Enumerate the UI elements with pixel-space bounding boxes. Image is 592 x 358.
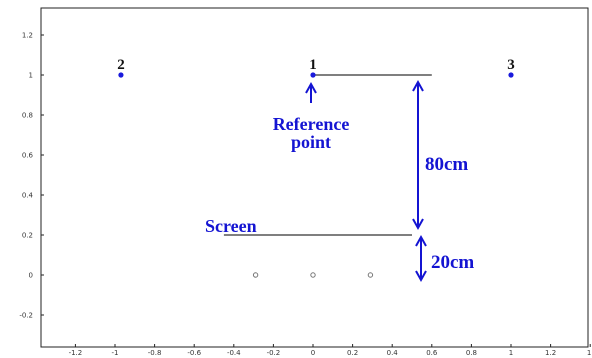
y-tick-label: 0.6 [22,152,34,160]
y-tick-label: 0.4 [22,192,34,200]
open-point [310,272,316,278]
x-tick-label: 0.6 [426,349,438,357]
x-axis-ticks: -1.2 -1 -0.8 -0.6 -0.4 -0.2 0 0.2 0.4 0.6 0.8 1 1.2 1… [69,344,592,357]
x-tick-label: 1 [509,349,513,357]
open-point [252,272,259,278]
distance-20cm-arrow [415,234,427,283]
open-point [367,272,374,278]
x-tick-label: -0.8 [148,349,162,357]
reference-label-line2: point [291,132,331,152]
x-tick-label: 0.4 [387,349,399,357]
y-axis-ticks: -0.2 0 0.2 0.4 0.6 0.8 1 1.2 [19,32,44,320]
distance-80cm-arrow [412,79,424,231]
x-tick-label: 1. [587,349,592,357]
x-tick-label: 1.2 [545,349,556,357]
plot-frame [40,7,589,348]
data-point-1 [310,72,316,78]
point-label-1: 1 [309,57,317,73]
y-tick-label: 0.8 [22,112,33,120]
chart-lines [223,74,432,236]
x-tick-label: 0.2 [347,349,358,357]
x-tick-label: 0 [311,349,315,357]
screen-label: Screen [205,216,257,236]
x-tick-label: -0.6 [187,349,201,357]
x-tick-label: 0.8 [466,349,477,357]
distance-80cm-label: 80cm [425,154,468,175]
annotation-labels: Reference point Screen 80cm 20cm [205,114,474,273]
data-point-2 [118,72,124,78]
distance-arrows [305,79,427,283]
y-tick-label: 0.2 [22,232,33,240]
x-tick-label: -0.2 [267,349,281,357]
reference-label-line1: Reference [273,114,350,134]
y-tick-label: 1.2 [22,32,33,40]
x-tick-label: -1 [112,349,119,357]
y-tick-label: 0 [29,272,33,280]
y-tick-label: 1 [29,72,33,80]
point-label-3: 3 [507,57,515,73]
x-tick-label: -0.4 [227,349,241,357]
chart-points: 2 1 3 [117,57,515,278]
distance-20cm-label: 20cm [431,252,474,273]
point-label-2: 2 [117,57,125,73]
reference-arrow [305,81,317,103]
data-point-3 [508,72,514,78]
x-tick-label: -1.2 [69,349,83,357]
y-tick-label: -0.2 [19,312,33,320]
